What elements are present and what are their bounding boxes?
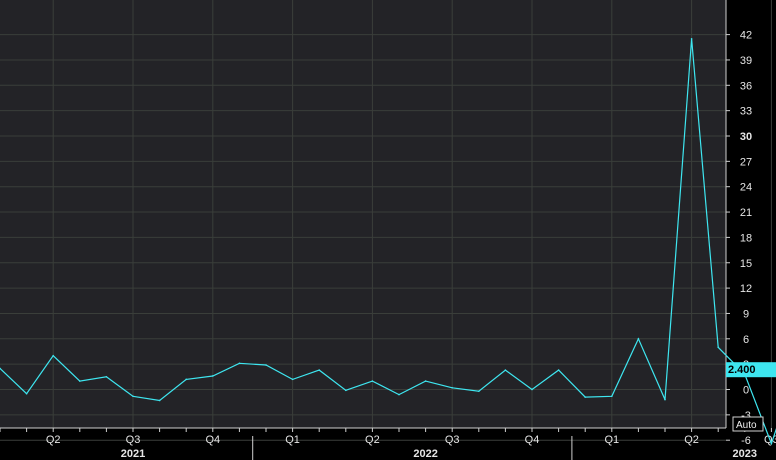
y-tick-label: 9 [743, 308, 749, 320]
data-point [158, 399, 161, 402]
series-line [0, 38, 776, 446]
y-tick-label: 18 [740, 232, 752, 244]
data-point [770, 442, 773, 445]
y-tick-label: -3 [741, 410, 751, 422]
last-value-marker: 2.400 [726, 362, 776, 378]
data-point [611, 395, 613, 398]
data-point [690, 38, 693, 40]
x-quarter-label: Q4 [205, 434, 220, 446]
data-point [664, 398, 666, 401]
auto-scale-button[interactable]: Auto [732, 416, 764, 432]
last-value-label: 2.400 [728, 364, 756, 376]
data-point [25, 392, 28, 395]
data-point [212, 375, 214, 377]
y-tick-label: 15 [740, 258, 752, 270]
y-axis: -6-303691215182124273033363942 [725, 0, 752, 447]
x-year-label: 2021 [121, 448, 145, 460]
grid [0, 0, 772, 441]
x-quarter-label: Q3 [445, 434, 460, 446]
data-point [105, 376, 108, 378]
data-point [584, 396, 586, 398]
x-year-label: 2023 [733, 448, 757, 460]
y-tick-label: -6 [741, 435, 751, 447]
data-point [531, 388, 533, 391]
x-quarter-label: Q2 [684, 434, 699, 446]
y-tick-label: 27 [740, 156, 752, 168]
data-point [717, 346, 719, 349]
auto-button-frame[interactable] [732, 416, 764, 432]
data-point [52, 354, 54, 357]
data-point [637, 338, 640, 340]
data-point [504, 369, 507, 371]
data-point [478, 390, 480, 392]
y-tick-label: 0 [743, 385, 749, 397]
y-tick-label: 39 [740, 55, 752, 67]
x-quarter-label: Q2 [365, 434, 380, 446]
last-value-badge [726, 362, 776, 378]
y-tick-label: 12 [740, 283, 752, 295]
x-quarter-label: Q3 [126, 434, 141, 446]
auto-button-label[interactable]: Auto [736, 420, 757, 431]
data-point [398, 393, 400, 396]
data-point [0, 367, 1, 370]
data-point [265, 364, 267, 366]
y-tick-label: 6 [743, 334, 749, 346]
y-tick-label: 30 [740, 131, 752, 143]
x-quarter-label: Q1 [604, 434, 619, 446]
data-point [132, 395, 134, 398]
data-point [291, 378, 294, 381]
x-year-label: 2022 [413, 448, 437, 460]
x-quarter-label: Q2 [46, 434, 61, 446]
data-point [424, 380, 427, 382]
data-point [238, 362, 241, 365]
data-point [557, 369, 560, 371]
data-point [345, 389, 347, 392]
data-point [185, 378, 187, 381]
y-tick-label: 33 [740, 106, 752, 118]
data-point [451, 387, 454, 389]
plot-area [0, 0, 726, 428]
x-quarter-label: Q1 [285, 434, 300, 446]
data-point [371, 380, 374, 382]
series-layer [0, 38, 776, 446]
x-quarter-label: Q4 [525, 434, 540, 446]
y-tick-label: 24 [740, 182, 752, 194]
data-point [79, 380, 81, 382]
y-tick-label: 42 [740, 30, 752, 42]
y-tick-label: 36 [740, 80, 752, 92]
x-axis: Q2Q3Q4Q1Q2Q3Q4Q1Q2Q3Q4Q1Q220212022202320… [0, 427, 776, 460]
y-tick-label: 21 [740, 207, 752, 219]
data-point [318, 369, 321, 371]
